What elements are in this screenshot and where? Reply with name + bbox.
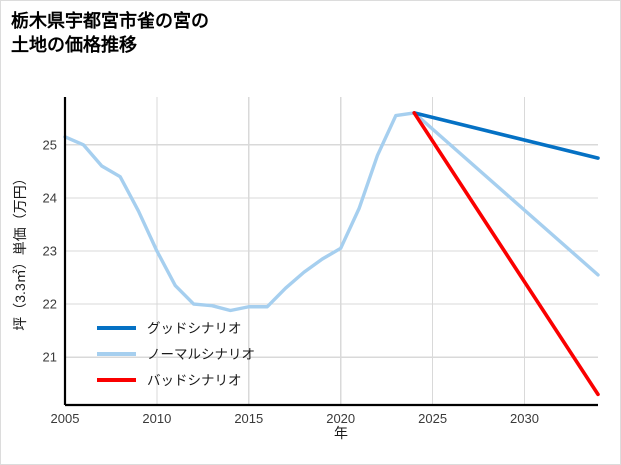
legend-label-bad: バッドシナリオ xyxy=(147,373,242,388)
x-tick-labels: 2005 2010 2015 2020 2025 2030 xyxy=(51,411,539,426)
y-tick-label: 21 xyxy=(43,350,57,365)
y-tick-label: 23 xyxy=(43,244,57,259)
legend-label-normal: ノーマルシナリオ xyxy=(147,347,255,362)
page-title: 栃木県宇都宮市雀の宮の 土地の価格推移 xyxy=(11,11,209,56)
axes xyxy=(63,97,598,407)
series-line-bad xyxy=(412,111,600,397)
series-line-good xyxy=(412,111,600,160)
x-tick-label: 2015 xyxy=(234,411,263,426)
series-line-normal xyxy=(63,111,600,313)
y-tick-label: 24 xyxy=(43,190,57,205)
legend-label-good: グッドシナリオ xyxy=(147,321,242,336)
y-tick-labels: 21 22 23 24 25 xyxy=(43,137,57,364)
x-tick-label: 2030 xyxy=(510,411,539,426)
x-tick-label: 2020 xyxy=(326,411,355,426)
x-tick-label: 2025 xyxy=(418,411,447,426)
y-tick-label: 25 xyxy=(43,137,57,152)
series-group xyxy=(63,111,600,397)
y-tick-label: 22 xyxy=(43,297,57,312)
x-axis-title: 年 xyxy=(334,425,348,441)
x-tick-label: 2005 xyxy=(51,411,80,426)
y-axis-title: 坪（3.3㎡）単価（万円） xyxy=(12,171,28,330)
x-tick-label: 2010 xyxy=(142,411,171,426)
gridlines xyxy=(64,97,598,405)
